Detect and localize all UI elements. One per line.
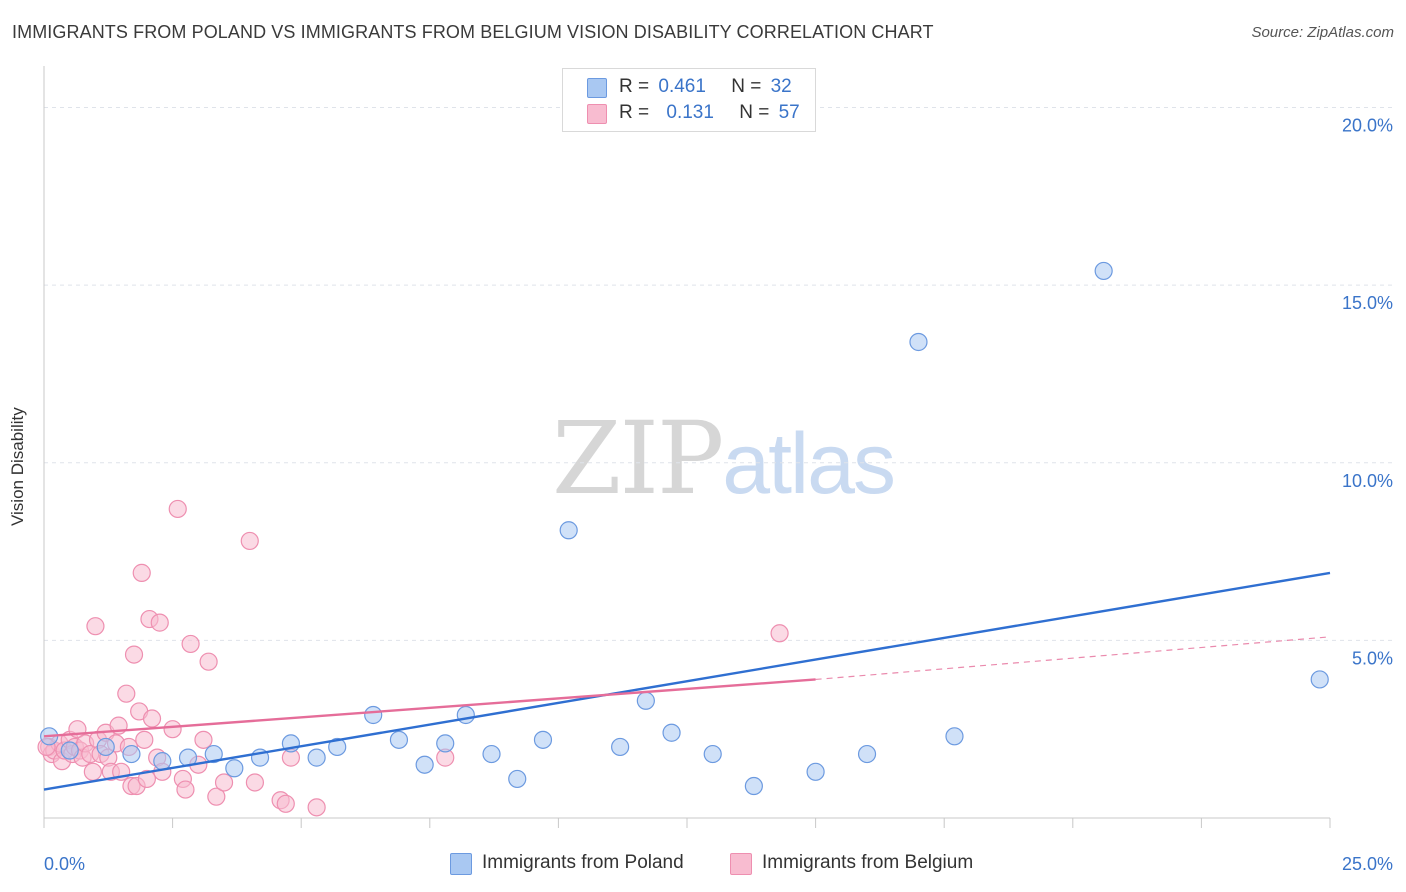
poland-point bbox=[857, 744, 877, 764]
belgium-point bbox=[176, 780, 195, 799]
source-label: Source: ZipAtlas.com bbox=[1251, 24, 1394, 41]
belgium-point bbox=[135, 730, 154, 749]
belgium-point bbox=[194, 730, 213, 749]
belgium-point bbox=[214, 773, 234, 792]
x-tick-label: 25.0% bbox=[1342, 854, 1393, 874]
poland-point bbox=[364, 705, 383, 725]
poland-point bbox=[225, 759, 244, 778]
poland-point bbox=[60, 741, 79, 760]
poland-point bbox=[153, 752, 172, 771]
poland-point bbox=[415, 755, 434, 774]
legend-swatch-poland bbox=[450, 853, 472, 875]
poland-point bbox=[389, 730, 409, 749]
poland-point bbox=[909, 332, 928, 352]
belgium-point bbox=[163, 720, 182, 739]
belgium-point bbox=[770, 624, 789, 643]
x-tick-label: 0.0% bbox=[44, 854, 85, 874]
belgium-point bbox=[199, 652, 218, 671]
grid-layer bbox=[44, 107, 1394, 641]
legend-r-value: 0.131 bbox=[666, 102, 714, 123]
belgium-point bbox=[132, 563, 151, 582]
poland-point bbox=[456, 705, 475, 725]
tick-label-layer: 5.0% 10.0% 15.0% 20.0% 0.0% 25.0% bbox=[44, 116, 1393, 874]
y-tick-label: 20.0% bbox=[1342, 116, 1393, 136]
belgium-point bbox=[137, 769, 156, 789]
poland-point bbox=[508, 769, 527, 789]
legend-n-label: N = bbox=[739, 102, 770, 123]
poland-point bbox=[307, 748, 326, 767]
legend-r-value: 0.461 bbox=[658, 76, 706, 97]
watermark-atlas: atlas bbox=[722, 416, 896, 512]
poland-point bbox=[482, 744, 501, 764]
poland-point bbox=[204, 744, 223, 764]
axis-layer bbox=[43, 66, 1331, 828]
belgium-point bbox=[245, 773, 265, 792]
legend-n-value: 57 bbox=[778, 102, 800, 123]
poland-point bbox=[611, 737, 630, 757]
poland-point bbox=[1094, 261, 1113, 281]
poland-point bbox=[436, 734, 455, 753]
poland-point bbox=[122, 744, 141, 764]
legend-n-label: N = bbox=[731, 76, 762, 97]
poland-point bbox=[96, 737, 115, 757]
belgium-trendline bbox=[43, 678, 816, 738]
belgium-point bbox=[181, 634, 200, 654]
legend-r-label: R = bbox=[619, 76, 650, 97]
correlation-legend: R = 0.461 N = 32 R = 0.131 N = 57 bbox=[562, 68, 816, 132]
poland-point bbox=[662, 723, 681, 742]
legend-label-belgium: Immigrants from Belgium bbox=[762, 852, 974, 873]
y-tick-label: 10.0% bbox=[1342, 471, 1393, 491]
y-tick-label: 5.0% bbox=[1352, 648, 1393, 668]
belgium-point bbox=[142, 709, 162, 728]
poland-trendline bbox=[43, 571, 1331, 791]
poland-point bbox=[806, 762, 825, 781]
belgium-point bbox=[307, 798, 326, 817]
belgium-trendline-extension bbox=[815, 636, 1331, 681]
trend-layer bbox=[43, 571, 1331, 791]
belgium-point bbox=[117, 684, 136, 703]
belgium-point bbox=[240, 531, 259, 551]
belgium-point bbox=[124, 645, 144, 664]
belgium-point bbox=[86, 617, 105, 636]
poland-point bbox=[328, 737, 347, 757]
belgium-point bbox=[207, 787, 226, 806]
belgium-point bbox=[168, 499, 187, 519]
chart-title: IMMIGRANTS FROM POLAND VS IMMIGRANTS FRO… bbox=[12, 22, 934, 42]
legend-swatch-poland bbox=[587, 78, 607, 98]
legend-r-label: R = bbox=[619, 102, 650, 123]
belgium-point bbox=[150, 613, 169, 632]
poland-point bbox=[533, 730, 553, 749]
legend-swatch-belgium bbox=[587, 104, 607, 124]
watermark-zip: ZIP bbox=[552, 400, 724, 517]
legend-swatch-belgium bbox=[730, 853, 752, 875]
poland-point bbox=[1310, 670, 1329, 689]
y-tick-label: 15.0% bbox=[1342, 293, 1393, 313]
point-layer bbox=[37, 261, 1329, 817]
poland-point bbox=[744, 776, 763, 796]
watermark: ZIPatlas bbox=[552, 400, 896, 517]
belgium-point bbox=[83, 762, 102, 781]
poland-point bbox=[559, 521, 578, 540]
legend-n-value: 32 bbox=[770, 76, 792, 97]
poland-point bbox=[636, 691, 655, 710]
poland-point bbox=[945, 727, 964, 746]
poland-point bbox=[703, 744, 722, 764]
belgium-point bbox=[276, 794, 295, 813]
legend-label-poland: Immigrants from Poland bbox=[482, 852, 684, 873]
